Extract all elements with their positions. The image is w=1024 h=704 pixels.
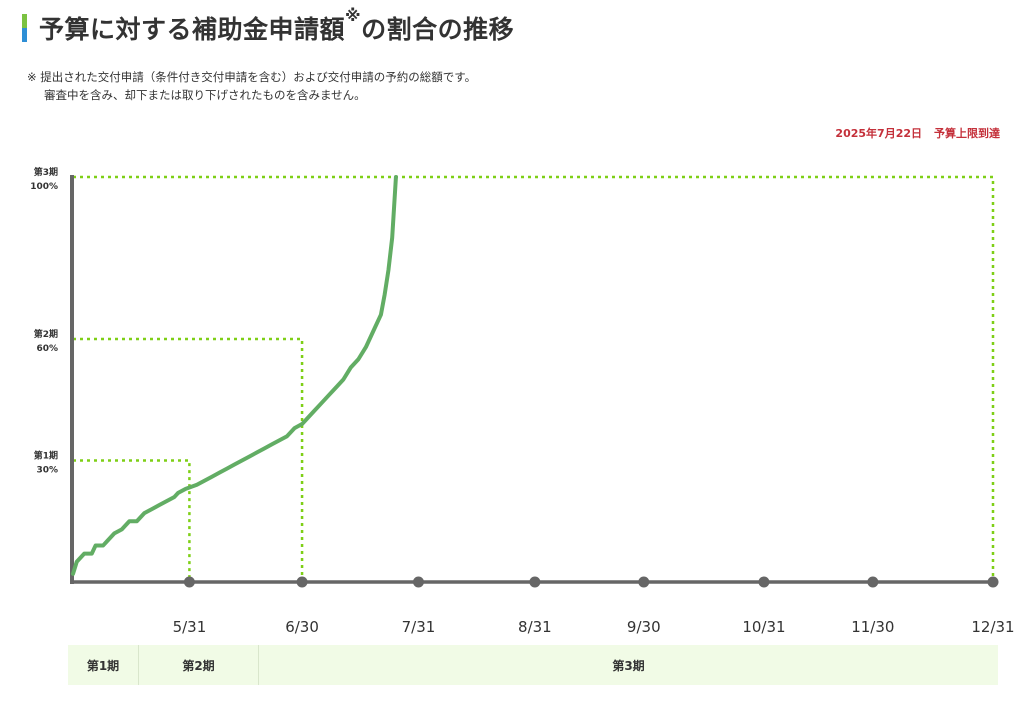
x-tick-marker-7	[867, 576, 879, 588]
x-tick-label-8: 12/31	[971, 618, 1014, 636]
status-label: 予算上限到達	[934, 127, 1000, 140]
title-accent-bar	[22, 14, 27, 42]
x-tick-marker-5	[638, 576, 650, 588]
x-tick-marker-1	[183, 576, 195, 588]
footnote-line-1: ※ 提出された交付申請（条件付き交付申請を含む）および交付申請の予約の総額です。	[27, 70, 477, 84]
x-tick-label-6: 10/31	[742, 618, 785, 636]
period-band-1: 第1期	[68, 645, 139, 685]
threshold-line-1	[73, 459, 191, 582]
threshold-period-label-2: 第2期	[34, 328, 58, 340]
x-tick-marker-2	[296, 576, 308, 588]
threshold-line-3	[73, 175, 995, 582]
footnote-line-2: 審査中を含み、却下または取り下げされたものを含みません。	[44, 88, 366, 102]
page-title: 予算に対する補助金申請額※の割合の推移	[22, 6, 515, 46]
footnote: ※ 提出された交付申請（条件付き交付申請を含む）および交付申請の予約の総額です。…	[27, 68, 476, 104]
page-title-text: 予算に対する補助金申請額※の割合の推移	[39, 6, 515, 44]
x-tick-marker-3	[412, 576, 424, 588]
x-tick-marker-4	[529, 576, 541, 588]
x-tick-label-4: 8/31	[518, 618, 552, 636]
x-tick-label-3: 7/31	[402, 618, 436, 636]
budget-ratio-chart: 第1期 30% 第2期 60% 第3期 100% 5/31 6/30 7/31 8/31 9/30 1…	[30, 166, 1014, 636]
x-tick-label-1: 5/31	[173, 618, 207, 636]
status-notice: 2025年7月22日 予算上限到達	[835, 125, 1000, 141]
threshold-percent-label-3: 100%	[30, 182, 58, 192]
x-tick-marker-8	[987, 576, 999, 588]
x-tick-marker-6	[758, 576, 770, 588]
x-tick-label-5: 9/30	[627, 618, 661, 636]
period-band: 第1期 第2期 第3期	[68, 645, 998, 685]
period-band-2: 第2期	[139, 645, 259, 685]
x-tick-label-2: 6/30	[285, 618, 319, 636]
threshold-period-label-3: 第3期	[34, 166, 58, 178]
status-date: 2025年7月22日	[835, 127, 922, 140]
series-line-1	[71, 175, 398, 576]
threshold-percent-label-1: 30%	[36, 466, 58, 476]
threshold-period-label-1: 第1期	[34, 450, 58, 462]
threshold-percent-label-2: 60%	[36, 344, 58, 354]
period-band-3: 第3期	[612, 658, 645, 673]
x-tick-label-7: 11/30	[851, 618, 894, 636]
title-note-mark: ※	[345, 6, 362, 25]
